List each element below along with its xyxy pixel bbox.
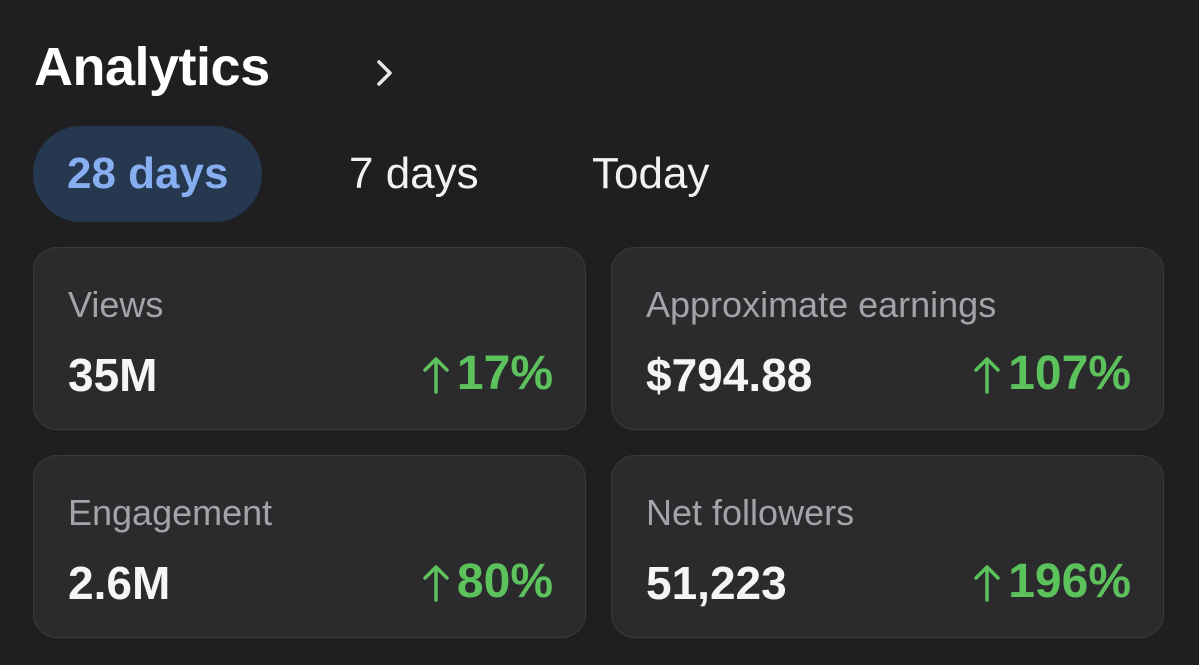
change-text: 107% xyxy=(1008,347,1131,400)
stat-card[interactable]: Net followers 51,223 196% xyxy=(611,455,1164,638)
stat-change: 196% xyxy=(972,554,1131,609)
stat-value: 35M xyxy=(68,349,158,401)
stat-value: 51,223 xyxy=(646,557,787,609)
stat-change: 107% xyxy=(972,346,1131,401)
stat-label: Net followers xyxy=(646,492,855,533)
stat-label: Engagement xyxy=(68,492,273,533)
up-arrow-icon xyxy=(423,356,449,394)
up-arrow-icon xyxy=(974,356,1000,394)
stat-label: Approximate earnings xyxy=(646,284,997,325)
title[interactable]: Analytics xyxy=(34,37,270,97)
tab[interactable]: 7 days xyxy=(349,149,479,198)
tab[interactable]: 28 days xyxy=(33,126,263,222)
tab[interactable]: Today xyxy=(592,149,710,198)
up-arrow-icon xyxy=(423,564,449,602)
stat-card[interactable]: Engagement 2.6M 80% xyxy=(33,455,586,638)
stat-label: Views xyxy=(68,284,164,325)
stat-value: $794.88 xyxy=(646,349,813,401)
stat-change: 80% xyxy=(421,554,553,609)
change-text: 17% xyxy=(456,347,553,400)
up-arrow-icon xyxy=(974,564,1000,602)
stat-value: 2.6M xyxy=(68,557,171,609)
change-text: 196% xyxy=(1008,555,1131,608)
stat-card[interactable]: Approximate earnings $794.88 107% xyxy=(611,247,1164,430)
stat-card[interactable]: Views 35M 17% xyxy=(33,247,586,430)
stat-change: 17% xyxy=(421,346,553,401)
change-text: 80% xyxy=(456,555,553,608)
chevron-icon[interactable] xyxy=(374,58,396,88)
